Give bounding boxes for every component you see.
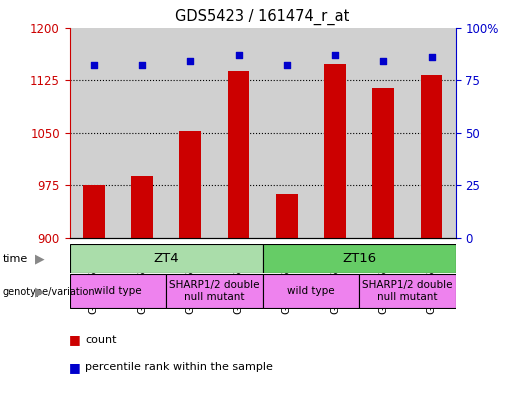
Bar: [407, 28, 456, 238]
Bar: [263, 28, 311, 238]
Bar: [324, 64, 346, 238]
Text: percentile rank within the sample: percentile rank within the sample: [85, 362, 273, 373]
Bar: [372, 88, 394, 238]
Text: wild type: wild type: [287, 286, 335, 296]
Point: [283, 62, 291, 68]
Bar: [359, 274, 456, 308]
Point: [138, 62, 146, 68]
Text: ZT16: ZT16: [342, 252, 376, 265]
Point: [90, 62, 98, 68]
Point: [331, 52, 339, 58]
Text: wild type: wild type: [94, 286, 142, 296]
Bar: [83, 184, 105, 238]
Bar: [263, 244, 456, 273]
Bar: [228, 71, 249, 238]
Text: ZT4: ZT4: [153, 252, 179, 265]
Bar: [70, 244, 263, 273]
Text: count: count: [85, 335, 116, 345]
Bar: [311, 28, 359, 238]
Text: ▶: ▶: [35, 252, 45, 265]
Text: SHARP1/2 double
null mutant: SHARP1/2 double null mutant: [169, 280, 260, 301]
Bar: [70, 28, 118, 238]
Bar: [179, 131, 201, 238]
Bar: [359, 28, 407, 238]
Text: time: time: [3, 253, 28, 264]
Point: [234, 52, 243, 58]
Point: [379, 58, 387, 64]
Text: ■: ■: [69, 333, 80, 347]
Bar: [70, 274, 166, 308]
Bar: [131, 176, 153, 238]
Bar: [263, 274, 359, 308]
Bar: [118, 28, 166, 238]
Bar: [421, 75, 442, 238]
Bar: [166, 274, 263, 308]
Text: ▶: ▶: [35, 285, 45, 298]
Bar: [276, 194, 298, 238]
Bar: [166, 28, 214, 238]
Title: GDS5423 / 161474_r_at: GDS5423 / 161474_r_at: [176, 9, 350, 25]
Text: SHARP1/2 double
null mutant: SHARP1/2 double null mutant: [362, 280, 453, 301]
Bar: [214, 28, 263, 238]
Text: genotype/variation: genotype/variation: [3, 286, 95, 297]
Point: [186, 58, 194, 64]
Point: [427, 54, 436, 60]
Text: ■: ■: [69, 361, 80, 374]
